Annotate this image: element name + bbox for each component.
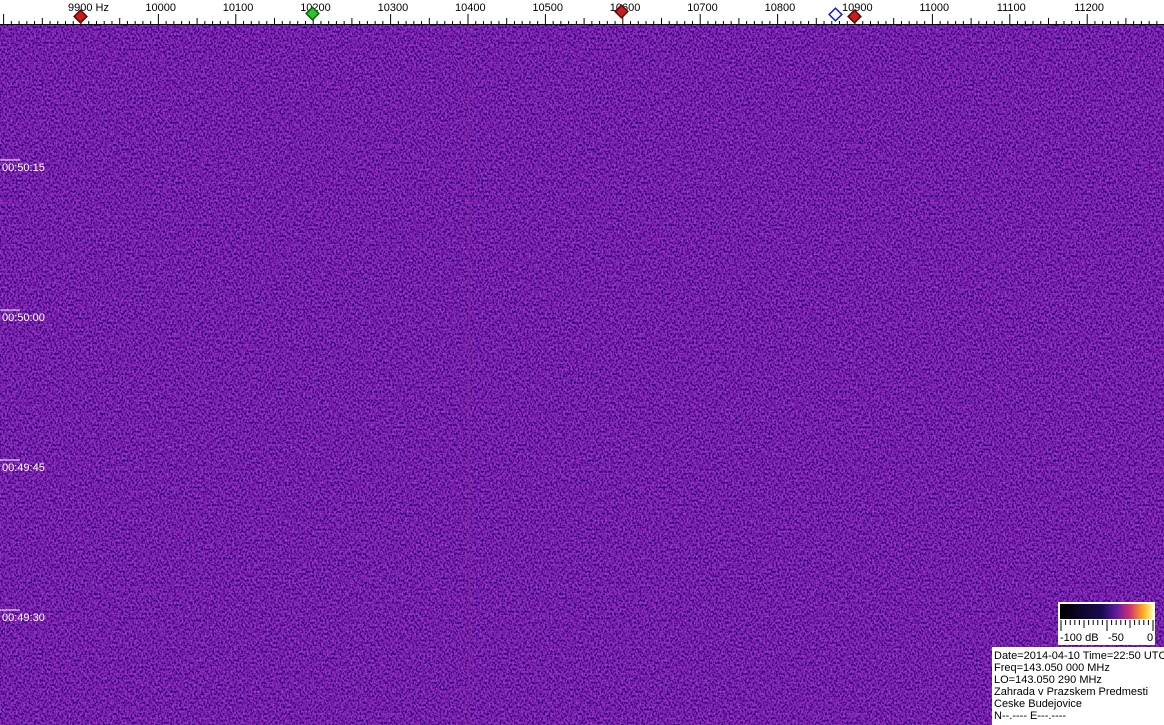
frequency-label: 10300 xyxy=(378,2,409,14)
info-line: Zahrada v Prazskem Predmesti xyxy=(994,686,1148,698)
time-labels: 00:50:15 00:50:00 00:49:45 00:49:30 xyxy=(0,159,45,624)
marker[interactable] xyxy=(847,9,862,24)
marker[interactable] xyxy=(614,4,629,19)
frequency-ruler xyxy=(0,0,1164,25)
time-label: 00:50:00 xyxy=(2,312,45,324)
info-line: N--.---- E---.---- xyxy=(994,710,1066,722)
frequency-label: 11200 xyxy=(1074,2,1104,14)
waterfall-noise xyxy=(0,25,1164,725)
info-line: Date=2014-04-10 Time=22:50 UTC xyxy=(994,650,1164,662)
color-scale-label: 0 xyxy=(1147,632,1153,644)
time-label: 00:50:15 xyxy=(2,162,45,174)
color-scale: -100 dB -50 0 xyxy=(1058,602,1155,645)
frequency-label: 10700 xyxy=(687,2,718,14)
markers xyxy=(73,4,862,24)
frequency-label: 10900 xyxy=(842,2,873,14)
frequency-label: 11000 xyxy=(919,2,949,14)
color-scale-label: -50 xyxy=(1108,632,1124,644)
marker[interactable] xyxy=(828,7,843,22)
frequency-label: 9900 Hz xyxy=(68,2,109,14)
marker[interactable] xyxy=(73,9,88,24)
info-line: Ceske Budejovice xyxy=(994,698,1082,710)
frequency-label: 10000 xyxy=(145,2,176,14)
marker[interactable] xyxy=(305,6,320,21)
frequency-label: 10500 xyxy=(532,2,563,14)
info-line: LO=143.050 290 MHz xyxy=(994,674,1102,686)
frequency-label: 10800 xyxy=(765,2,796,14)
time-label: 00:49:45 xyxy=(2,462,45,474)
info-lines: Date=2014-04-10 Time=22:50 UTCFreq=143.0… xyxy=(994,650,1164,722)
frequency-label: 10100 xyxy=(223,2,254,14)
ruler-ticks: 9900 Hz100001010010200103001040010500106… xyxy=(0,2,1164,25)
info-line: Freq=143.050 000 MHz xyxy=(994,662,1110,674)
time-label: 00:49:30 xyxy=(2,612,45,624)
frequency-label: 10400 xyxy=(455,2,486,14)
frequency-label: 11100 xyxy=(997,2,1026,14)
color-gradient xyxy=(1060,604,1153,619)
color-scale-ticks xyxy=(1060,620,1154,631)
color-scale-label: -100 dB xyxy=(1060,632,1099,644)
info-box xyxy=(992,647,1164,725)
